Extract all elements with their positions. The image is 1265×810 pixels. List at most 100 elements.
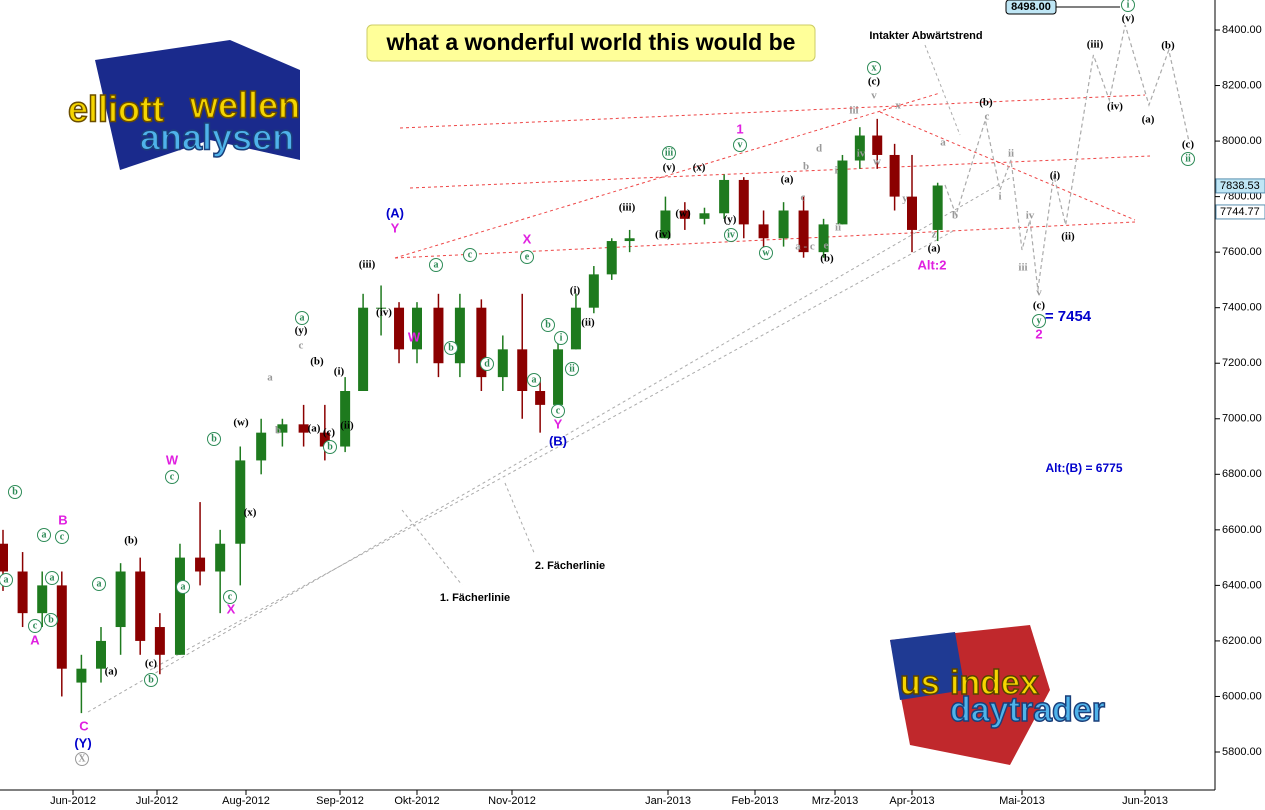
y-tick-label: 8200.00 bbox=[1222, 79, 1262, 91]
wave-label-circle bbox=[724, 228, 738, 242]
wave-label: i bbox=[560, 332, 563, 343]
wave-label: (iii) bbox=[359, 259, 376, 271]
y-tick-label: 8000.00 bbox=[1222, 135, 1262, 147]
annotation: Alt:(B) = 6775 bbox=[1045, 461, 1122, 475]
x-tick-label: Mai-2013 bbox=[999, 795, 1045, 807]
wave-label: X bbox=[227, 601, 236, 616]
wave-label: (x) bbox=[244, 507, 257, 519]
wave-label: (a) bbox=[928, 243, 941, 255]
wave-label: iv bbox=[727, 229, 735, 240]
wave-label: X bbox=[78, 753, 86, 764]
logo-flag-canton bbox=[890, 632, 965, 700]
candle-body bbox=[298, 424, 309, 433]
wave-label: a bbox=[4, 574, 9, 585]
wave-label: Y bbox=[391, 220, 400, 235]
wave-label: ii bbox=[835, 222, 841, 234]
wave-label: 1 bbox=[736, 121, 743, 136]
y-tick-label: 7600.00 bbox=[1222, 246, 1262, 258]
candle-body bbox=[174, 557, 185, 655]
wave-label: b bbox=[48, 614, 54, 625]
wave-label-circle bbox=[165, 470, 179, 484]
wave-label: (iii) bbox=[619, 202, 636, 214]
y-tick-label: 8400.00 bbox=[1222, 24, 1262, 36]
candle-body bbox=[235, 460, 246, 544]
wave-label: (iv) bbox=[376, 307, 392, 319]
wave-label: (b) bbox=[820, 253, 834, 265]
wave-label-circle bbox=[541, 318, 555, 332]
wave-label: (iv) bbox=[655, 229, 671, 241]
wave-label: b bbox=[148, 674, 154, 685]
fan-lines bbox=[87, 44, 1011, 713]
wave-label: iv bbox=[857, 148, 866, 160]
wave-label-circle bbox=[323, 440, 337, 454]
fan-line bbox=[924, 44, 961, 136]
wave-label: (A) bbox=[386, 205, 404, 220]
wave-label: b bbox=[803, 161, 809, 173]
candle-body bbox=[433, 307, 444, 364]
wave-label: c bbox=[170, 471, 175, 482]
wave-label-circle bbox=[144, 673, 158, 687]
x-tick-label: Nov-2012 bbox=[488, 795, 536, 807]
wave-label: i bbox=[1127, 0, 1130, 10]
candle-body bbox=[606, 241, 617, 275]
candle-body bbox=[256, 432, 267, 461]
wave-label: y bbox=[902, 193, 908, 205]
y-tick-label: 7800.00 bbox=[1222, 191, 1262, 203]
wave-label: (Y) bbox=[74, 735, 91, 750]
wave-label: b bbox=[211, 433, 217, 444]
wave-label: ii bbox=[1008, 148, 1014, 160]
candle-body bbox=[96, 640, 106, 669]
fan-line bbox=[149, 229, 956, 671]
wave-label: W bbox=[408, 329, 421, 344]
annotation: 1. Fächerlinie bbox=[440, 592, 510, 604]
wave-label-circle bbox=[565, 362, 579, 376]
wave-label: v bbox=[871, 90, 877, 102]
wave-label-circle bbox=[1032, 314, 1046, 328]
wave-label: (a) bbox=[308, 423, 321, 435]
wave-label: (ii) bbox=[581, 317, 595, 329]
candle-body bbox=[56, 585, 67, 669]
candle-body bbox=[889, 154, 900, 197]
price-tag-label: 7744.77 bbox=[1220, 206, 1260, 218]
wave-label: b bbox=[327, 441, 333, 452]
x-tick-label: Jun-2012 bbox=[50, 795, 96, 807]
trend-line bbox=[394, 92, 941, 259]
wave-label: a bbox=[940, 137, 946, 149]
wave-label-circle bbox=[480, 357, 494, 371]
x-tick-label: Sep-2012 bbox=[316, 795, 364, 807]
wave-label: b bbox=[952, 210, 958, 222]
candle-body bbox=[340, 391, 351, 447]
wave-label: x bbox=[895, 100, 901, 112]
x-tick-label: Feb-2013 bbox=[731, 795, 778, 807]
wave-label-circle bbox=[0, 573, 13, 587]
candle-body bbox=[376, 307, 387, 309]
candle-body bbox=[907, 196, 917, 230]
wave-label-circle bbox=[92, 577, 106, 591]
wave-label: a bbox=[267, 372, 273, 384]
wave-label: iv bbox=[1026, 210, 1035, 222]
annotation: = 7454 bbox=[1045, 308, 1092, 325]
wave-label-circle bbox=[75, 752, 89, 766]
wave-label: c bbox=[556, 405, 561, 416]
wave-label: z bbox=[932, 229, 937, 241]
wave-label: a bbox=[42, 529, 47, 540]
x-tick-label: Aug-2012 bbox=[222, 795, 270, 807]
price-tag-label: 8498.00 bbox=[1011, 1, 1051, 13]
candle-body bbox=[76, 668, 87, 683]
wave-label-circle bbox=[28, 619, 42, 633]
wave-label-circle bbox=[759, 246, 773, 260]
candle-body bbox=[758, 224, 769, 239]
wave-label: (iv) bbox=[1107, 101, 1123, 113]
wave-label: (w) bbox=[233, 417, 249, 429]
candle-body bbox=[319, 432, 330, 447]
candle-body bbox=[154, 627, 165, 655]
logo-text: elliott bbox=[68, 89, 164, 130]
wave-label-circle bbox=[463, 248, 477, 262]
y-tick-label: 6600.00 bbox=[1222, 524, 1262, 536]
trend-line bbox=[879, 111, 1136, 221]
wave-label: X bbox=[523, 231, 532, 246]
x-tick-label: Apr-2013 bbox=[889, 795, 934, 807]
candle-body bbox=[277, 424, 288, 433]
logo-text: analysen bbox=[140, 117, 294, 158]
